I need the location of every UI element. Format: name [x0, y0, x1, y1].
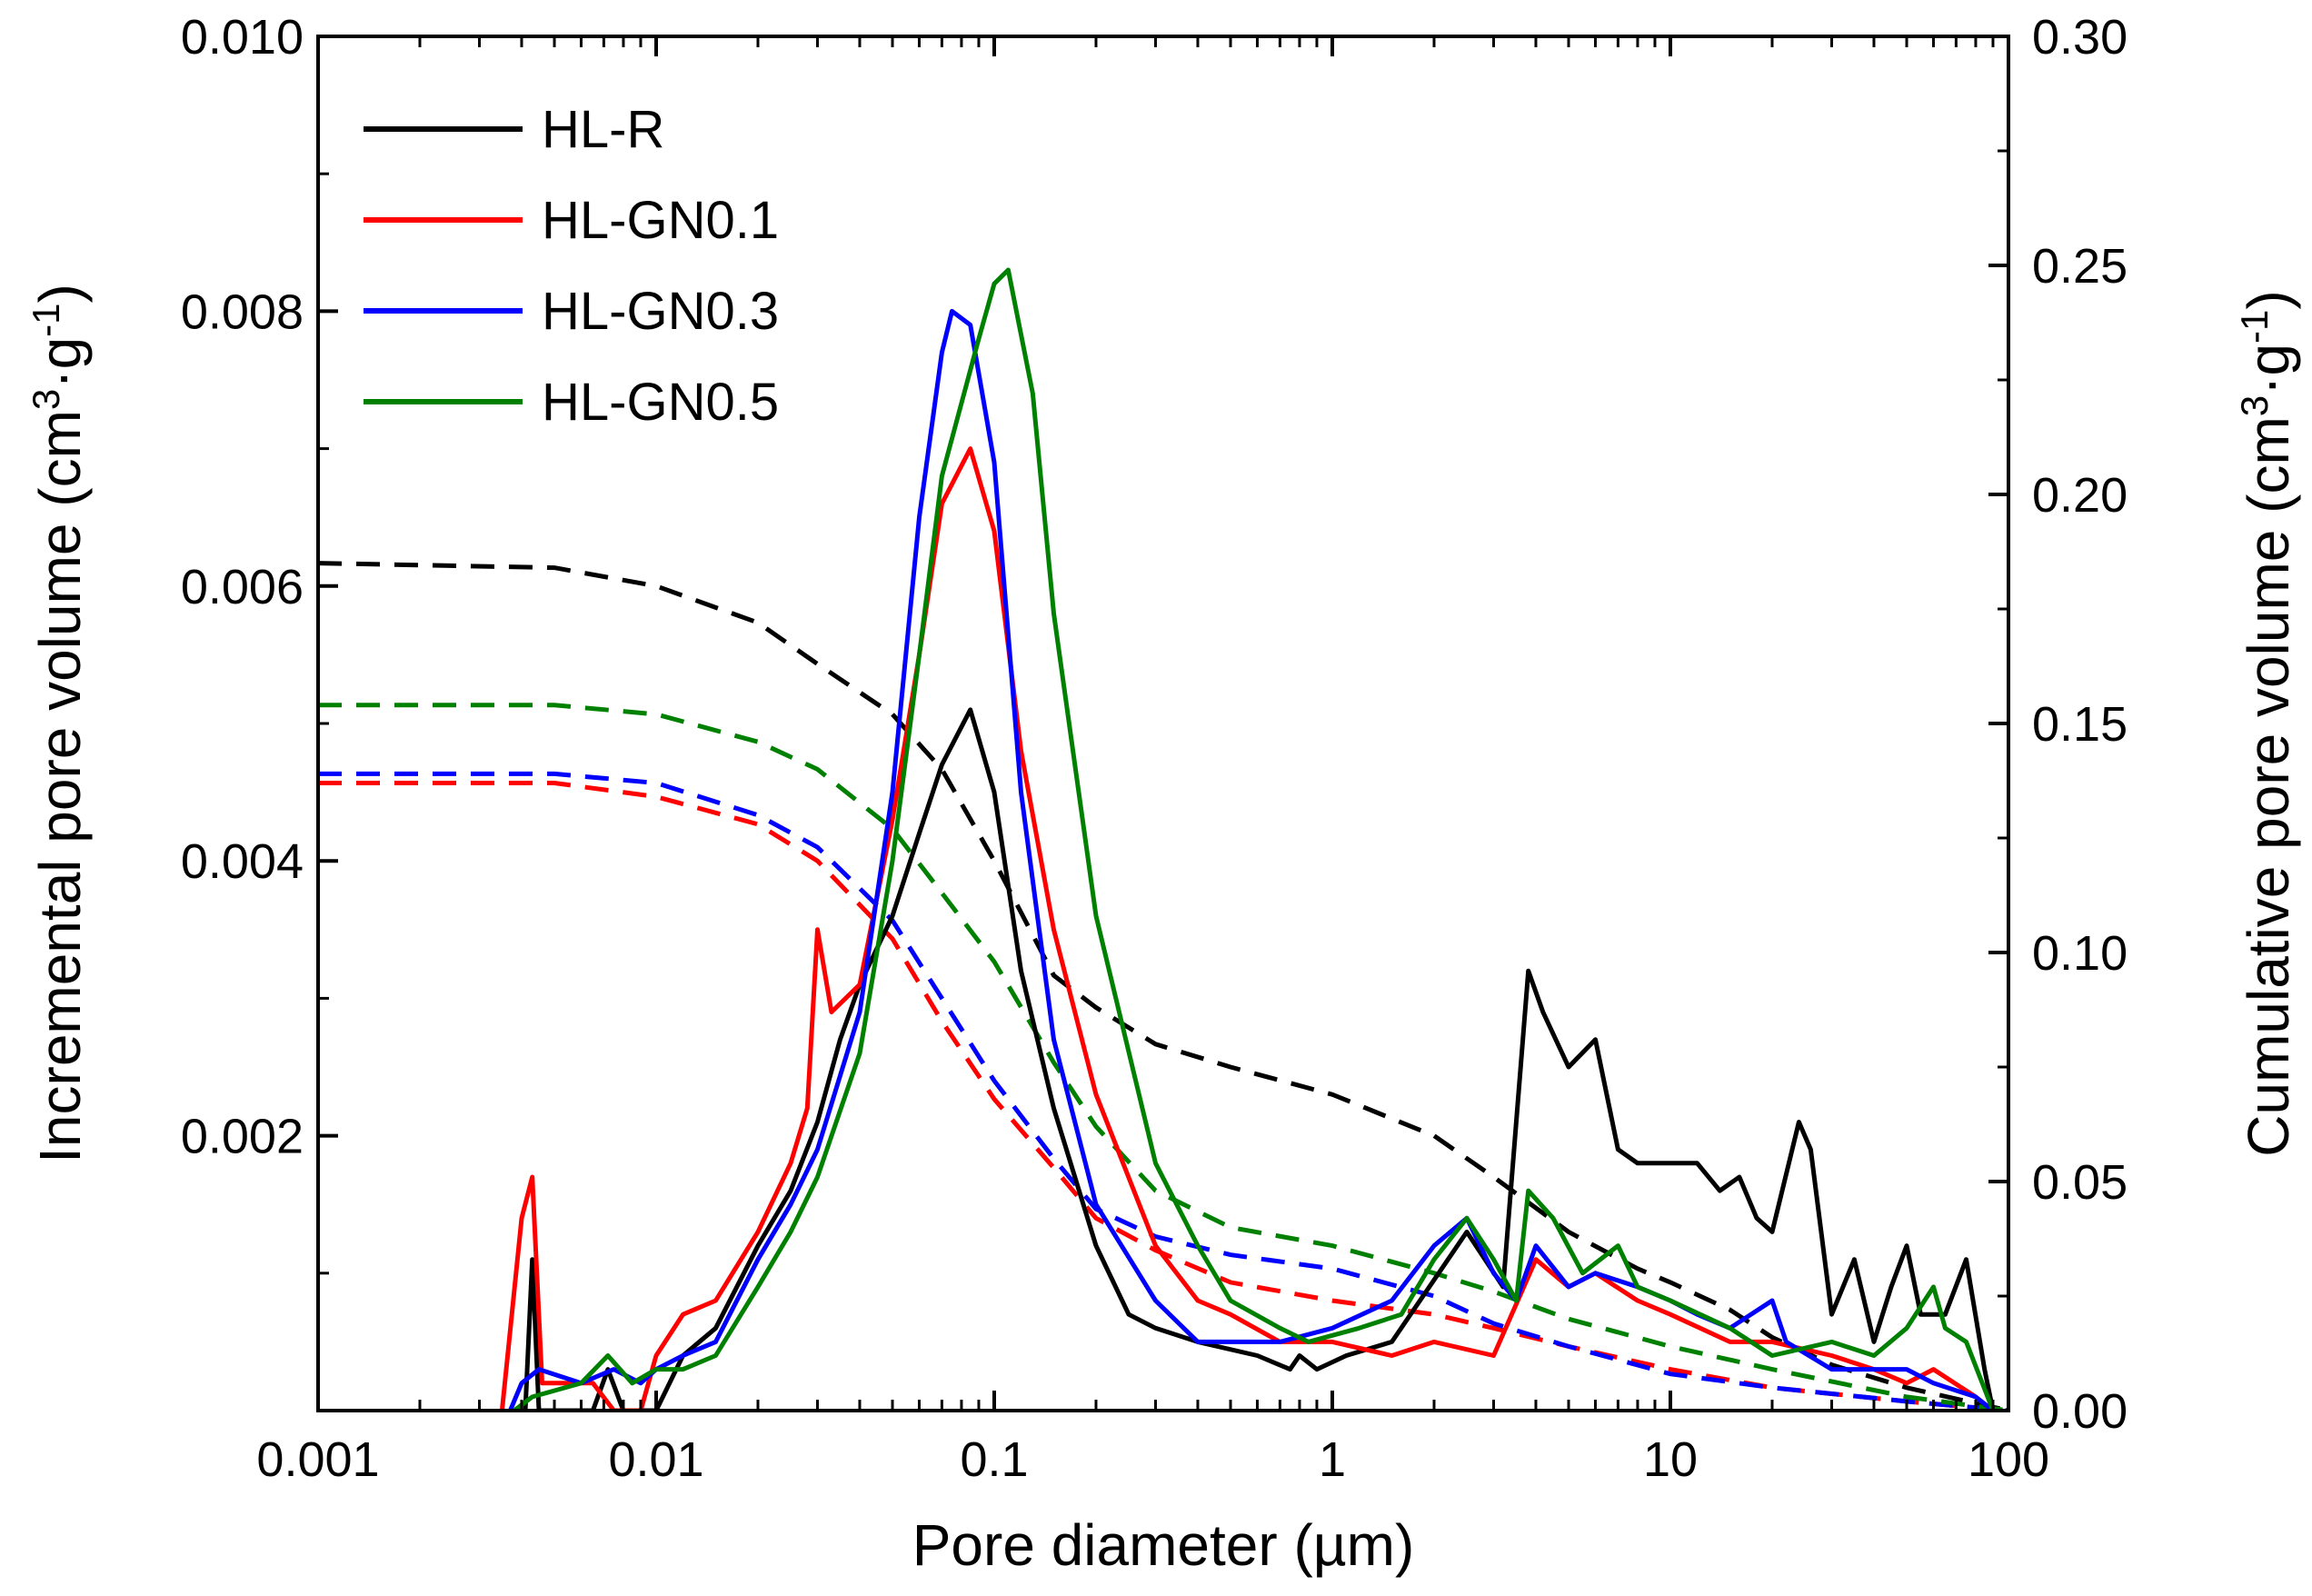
left-y-axis-title-group: Incremental pore volume (cm3·g-1) [25, 284, 94, 1163]
x-tick-label: 0.001 [256, 1432, 379, 1487]
y-left-tick-label: 0.008 [181, 284, 304, 339]
x-tick-label: 0.01 [608, 1432, 703, 1487]
y-right-tick-label: 0.15 [2032, 697, 2128, 752]
incremental-line-hl-r [523, 707, 1996, 1411]
incremental-line-hl-gn0-1 [499, 446, 1995, 1411]
y-left-tick-label: 0.010 [181, 10, 304, 65]
x-tick-label: 0.1 [960, 1432, 1028, 1487]
cumulative-line-hl-gn0-5 [318, 703, 2008, 1411]
x-tick-label: 100 [1968, 1432, 2049, 1487]
cumulative-series-group [318, 561, 2008, 1411]
legend-label-hl-r: HL-R [542, 100, 664, 159]
legend-label-hl-gn0-3: HL-GN0.3 [542, 282, 779, 341]
y-right-tick-label: 0.05 [2032, 1155, 2128, 1210]
incremental-line-hl-gn0-3 [508, 308, 1995, 1411]
y-left-tick-label: 0.004 [181, 834, 304, 889]
incremental-series-group [499, 267, 1996, 1411]
cumulative-line-hl-gn0-3 [318, 771, 2008, 1411]
y-right-tick-label: 0.20 [2032, 468, 2128, 523]
x-tick-label: 10 [1643, 1432, 1698, 1487]
y-right-tick-label: 0.10 [2032, 926, 2128, 981]
left-y-axis: 0.002 0.004 0.006 0.008 0.010 [181, 10, 338, 1275]
x-axis-title: Pore diameter (µm) [912, 1512, 1415, 1578]
cumulative-line-hl-gn0-1 [318, 781, 2008, 1411]
left-y-axis-title: Incremental pore volume (cm3·g-1) [25, 284, 94, 1163]
incremental-line-hl-gn0-5 [513, 267, 1996, 1411]
cumulative-line-hl-r [318, 561, 2008, 1411]
legend: HL-R HL-GN0.1 HL-GN0.3 HL-GN0.5 [364, 100, 779, 432]
x-axis: 0.001 0.01 0.1 1 10 100 [256, 36, 2049, 1487]
plot-area [316, 35, 2010, 1412]
legend-label-hl-gn0-1: HL-GN0.1 [542, 191, 779, 250]
x-tick-label: 1 [1319, 1432, 1346, 1487]
y-right-tick-label: 0.30 [2032, 10, 2128, 65]
right-y-axis: 0.00 0.05 0.10 0.15 0.20 0.25 0.30 [1988, 10, 2128, 1439]
y-right-tick-label: 0.00 [2032, 1384, 2128, 1439]
y-left-tick-label: 0.006 [181, 560, 304, 614]
right-y-axis-title: Cumulative pore volume (cm3·g-1) [2233, 290, 2302, 1156]
legend-label-hl-gn0-5: HL-GN0.5 [542, 373, 779, 432]
y-right-tick-label: 0.25 [2032, 239, 2128, 294]
y-left-tick-label: 0.002 [181, 1110, 304, 1164]
right-y-axis-title-group: Cumulative pore volume (cm3·g-1) [2233, 290, 2302, 1156]
